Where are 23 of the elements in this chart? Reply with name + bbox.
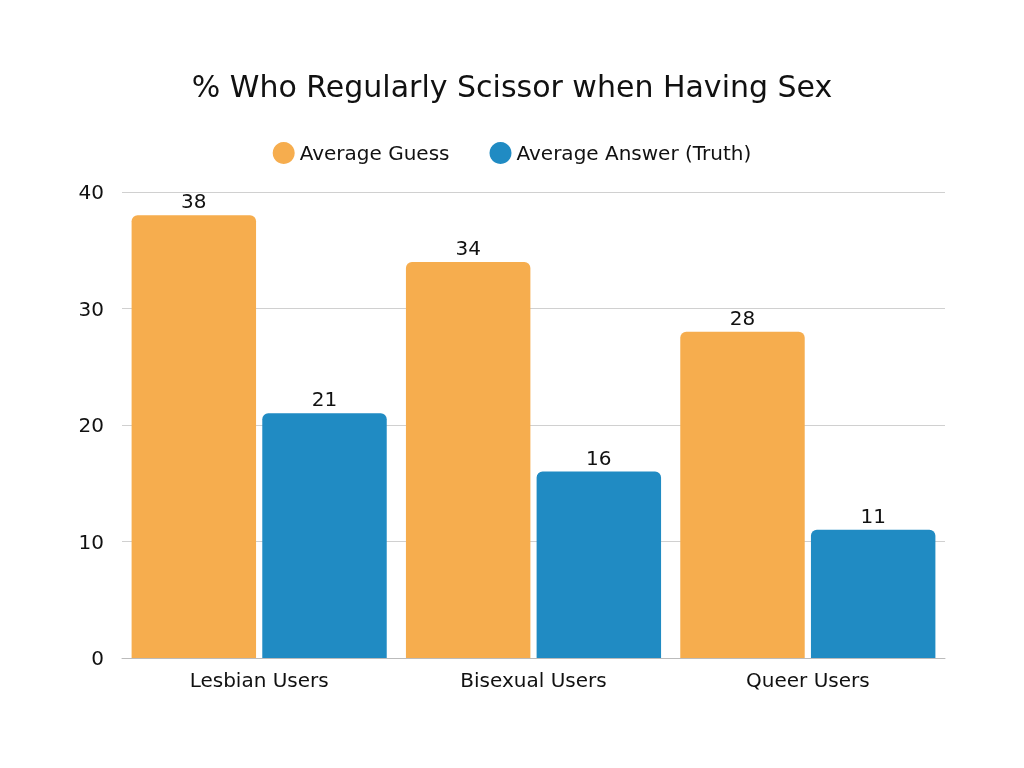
data-label: 28 <box>729 305 756 330</box>
data-label: 34 <box>455 235 481 260</box>
x-tick-label: Lesbian Users <box>189 668 329 692</box>
legend-label: Average Guess <box>299 141 450 165</box>
legend-label: Average Answer (Truth) <box>516 141 752 165</box>
bar <box>536 471 662 658</box>
data-label: 38 <box>181 189 207 214</box>
chart-title: % Who Regularly Scissor when Having Sex <box>191 68 833 104</box>
y-tick-label: 40 <box>78 180 104 204</box>
bar <box>810 529 936 658</box>
data-label: 21 <box>311 387 338 412</box>
bar <box>262 413 387 658</box>
y-tick-label: 30 <box>78 296 104 321</box>
data-label: 11 <box>860 503 886 528</box>
bar <box>131 215 257 658</box>
bar <box>405 261 531 658</box>
x-tick-label: Bisexual Users <box>460 668 607 692</box>
bar <box>680 331 805 658</box>
x-tick-label: Queer Users <box>746 668 870 692</box>
y-tick-label: 10 <box>78 529 104 554</box>
data-label: 16 <box>586 445 612 470</box>
y-tick-label: 20 <box>78 413 104 437</box>
y-tick-label: 0 <box>91 646 104 670</box>
